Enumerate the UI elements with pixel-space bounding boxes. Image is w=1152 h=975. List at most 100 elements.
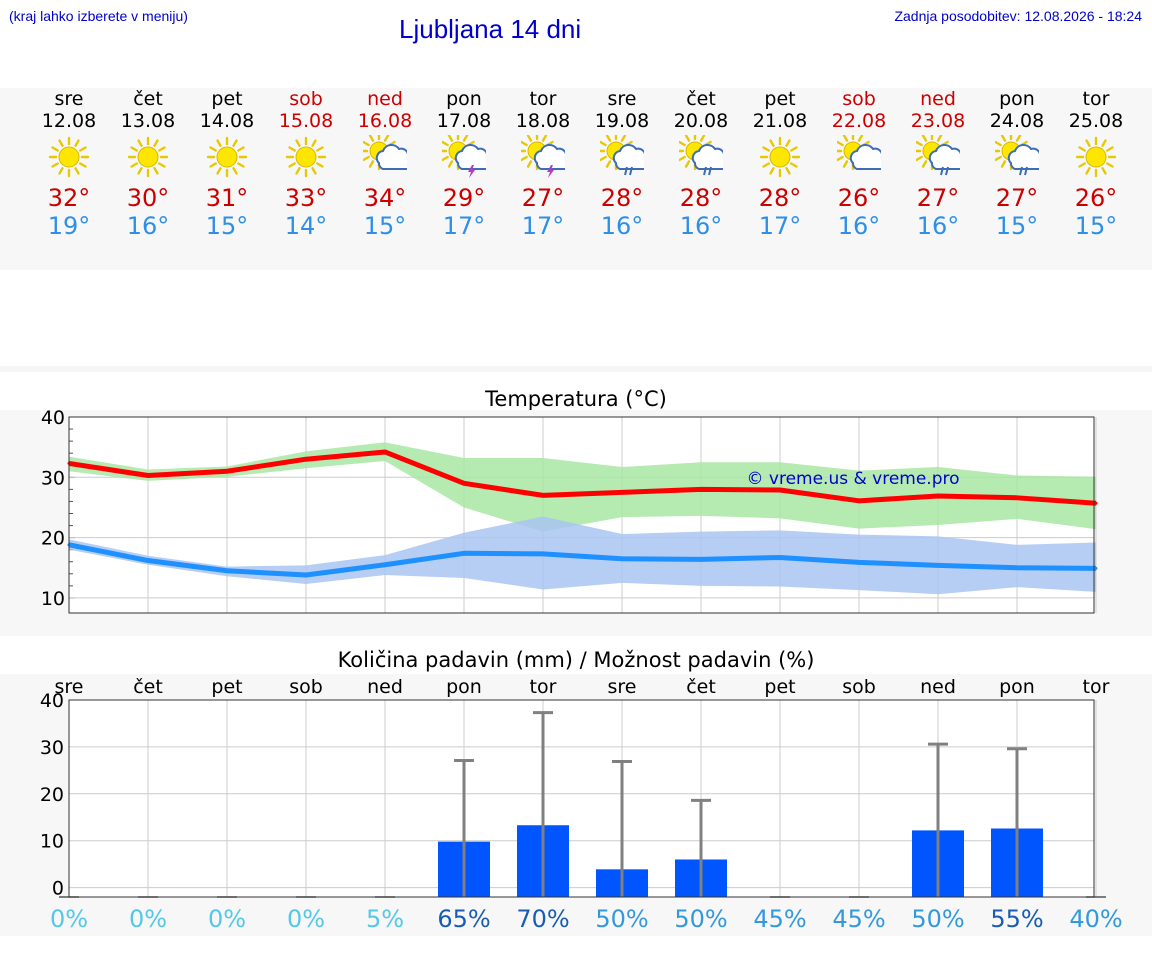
sun-ray <box>762 162 770 168</box>
sun-ray <box>447 160 454 168</box>
min-temperature-point <box>699 557 703 561</box>
max-temperature-point <box>699 487 703 491</box>
forecast-day: pet 21.08 28° 17° <box>735 88 825 240</box>
forecast-day: pon 24.08 27° 15° <box>972 88 1062 240</box>
sun-ray <box>216 167 222 175</box>
sun-ray <box>605 160 612 168</box>
sun-ray <box>1085 139 1091 147</box>
min-temperature: 16° <box>126 212 170 240</box>
sun-ray <box>620 135 627 142</box>
sun-ray <box>1015 135 1022 142</box>
y-tick-label: 10 <box>41 588 65 610</box>
precipitation-probability-label: 65% <box>437 905 490 933</box>
forecast-day: ned 16.08 34° 15° <box>340 88 430 240</box>
cloud-shape <box>612 144 644 170</box>
x-tick-label: sre <box>608 676 637 698</box>
day-name: sre <box>54 88 84 110</box>
sun-ray <box>679 140 686 147</box>
day-date: 16.08 <box>357 110 413 132</box>
precipitation-probability-label: 55% <box>990 905 1043 933</box>
sun-ray <box>936 135 943 142</box>
max-temperature: 33° <box>284 184 328 212</box>
sun-ray <box>1078 146 1086 152</box>
precipitation-probability-label: 45% <box>832 905 885 933</box>
y-tick-label: 10 <box>40 831 64 853</box>
rain-drop <box>629 166 633 176</box>
sun-disc <box>137 146 159 168</box>
sun-icon <box>127 136 169 178</box>
x-tick-label: sob <box>842 676 876 698</box>
day-name: sob <box>842 88 876 110</box>
plot-frame <box>68 416 1095 614</box>
day-name: pet <box>764 88 796 110</box>
sun-icon <box>1075 136 1117 178</box>
precipitation-probability-label: 50% <box>595 905 648 933</box>
max-temperature-point <box>1094 501 1098 505</box>
precipitation-probability-label: 0% <box>50 905 88 933</box>
sun-ray <box>916 140 923 147</box>
sun-ray <box>363 155 370 162</box>
sun-cloud-icon <box>363 135 407 171</box>
max-temperature: 29° <box>442 184 486 212</box>
day-name: sre <box>607 88 637 110</box>
precipitation-probability-label: 0% <box>287 905 325 933</box>
forecast-day: ned 23.08 27° 16° <box>893 88 983 240</box>
day-date: 18.08 <box>515 110 571 132</box>
day-name: sob <box>289 88 323 110</box>
min-temperature: 15° <box>995 212 1039 240</box>
max-temperature: 30° <box>126 184 170 212</box>
sun-ray <box>857 135 864 142</box>
cloud-shape <box>454 144 486 170</box>
day-name: čet <box>133 88 163 110</box>
sun-ray <box>153 167 159 175</box>
min-temperature-point <box>936 563 940 567</box>
sun-ray <box>51 162 59 168</box>
sun-ray <box>790 162 798 168</box>
min-temperature-point <box>541 552 545 556</box>
y-tick-label: 40 <box>41 407 65 429</box>
day-date: 12.08 <box>41 110 97 132</box>
lightning-bolt <box>547 165 554 178</box>
sun-ray <box>842 135 849 142</box>
sun-ray <box>232 167 238 175</box>
min-temperature: 15° <box>363 212 407 240</box>
sun-ray <box>521 155 528 162</box>
max-temperature-point <box>304 457 308 461</box>
forecast-day: sre 19.08 28° 16° <box>577 88 667 240</box>
precipitation-probability-label: 40% <box>1069 905 1122 933</box>
sun-ray <box>316 146 324 152</box>
page-title: Ljubljana 14 dni <box>399 14 582 44</box>
sun-cloud-rain-icon <box>995 135 1039 176</box>
sun-ray <box>74 139 80 147</box>
min-temperature-point <box>462 551 466 555</box>
day-name: pon <box>999 88 1035 110</box>
min-temperature: 16° <box>837 212 881 240</box>
sun-ray <box>295 167 301 175</box>
precipitation-probability-label: 0% <box>129 905 167 933</box>
day-name: tor <box>1082 88 1110 110</box>
day-name: ned <box>367 88 403 110</box>
max-temperature: 34° <box>363 184 407 212</box>
x-tick-label: sob <box>289 676 323 698</box>
day-name: pon <box>446 88 482 110</box>
sun-ray <box>316 162 324 168</box>
min-temperature: 15° <box>205 212 249 240</box>
min-temperature: 17° <box>758 212 802 240</box>
rain-drop <box>624 166 628 176</box>
max-temperature-point <box>146 473 150 477</box>
sun-cloud-icon <box>837 135 881 171</box>
forecast-day: pet 14.08 31° 15° <box>182 88 272 240</box>
cloud-shape <box>849 144 881 170</box>
sun-ray <box>79 162 87 168</box>
sun-disc <box>58 146 80 168</box>
sun-ray <box>158 146 166 152</box>
max-temperature: 28° <box>600 184 644 212</box>
sun-disc <box>1085 146 1107 168</box>
watermark: © vreme.us & vreme.pro <box>746 469 959 489</box>
max-temperature-point <box>620 490 624 494</box>
cloud-shape <box>928 144 960 170</box>
day-date: 17.08 <box>436 110 492 132</box>
sun-ray <box>684 135 691 142</box>
sun-cloud-thunder-icon <box>442 135 486 178</box>
min-temperature: 16° <box>916 212 960 240</box>
